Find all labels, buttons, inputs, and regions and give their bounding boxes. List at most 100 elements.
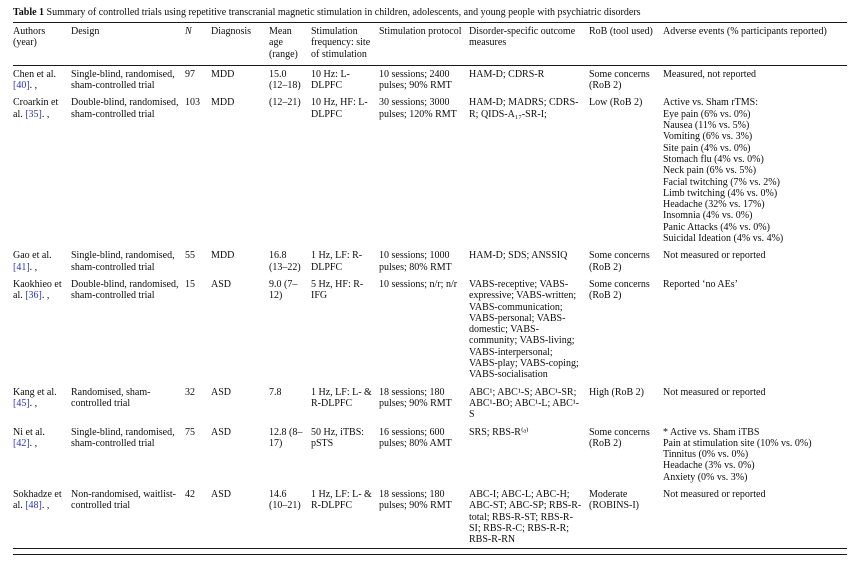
reference-link[interactable]: [40] — [13, 80, 30, 92]
rob-cell: Some concerns (RoB 2) — [589, 278, 650, 302]
rob-cell: Moderate (ROBINS-I) — [589, 488, 639, 512]
mean-age-cell: 9.0 (7–12) — [269, 278, 298, 302]
mean-age-cell: 16.8 (13–22) — [269, 250, 301, 273]
outcome-measures-cell: VABS-receptive; VABS-expressive; VABS-wr… — [469, 278, 579, 381]
reference-link[interactable]: [42] — [13, 437, 30, 449]
column-header-design: Design — [71, 22, 185, 66]
mean-age-cell: 15.0 (12–18) — [269, 68, 301, 92]
design-cell: Single-blind, randomised, sham-controlle… — [71, 426, 175, 449]
authors-cell: Kang et al. [45]. , — [13, 384, 71, 424]
mean-age-cell: 7.8 — [269, 386, 282, 398]
author-name: Chen et al. — [13, 68, 57, 80]
author-suffix: . , — [29, 261, 38, 273]
outcome-measures-cell: ABC-I; ABC-L; ABC-H; ABC-ST; ABC-SP; RBS… — [469, 488, 582, 546]
frequency-site-cell: 1 Hz, LF: R-DLPFC — [311, 250, 363, 273]
adverse-events-cell: Not measured or reported — [663, 250, 766, 262]
protocol-cell: 16 sessions; 600 pulses; 80% AMT — [379, 426, 452, 449]
frequency-site-cell: 1 Hz, LF: L- & R-DLPFC — [311, 488, 372, 512]
outcome-measures-cell: HAM-D; MADRS; CDRS-R; QIDS-A₁₇-SR-I; — [469, 97, 579, 120]
n-cell: 42 — [185, 488, 195, 500]
rob-cell: Some concerns (RoB 2) — [589, 250, 650, 273]
column-header-mean-age: Mean age (range) — [269, 22, 311, 66]
diagnosis-cell: MDD — [211, 97, 235, 109]
frequency-site-cell: 10 Hz: L-DLPFC — [311, 68, 350, 92]
outcome-measures-cell: ABC¹; ABC¹-S; ABC¹-SR; ABC¹-BO; ABC¹-L; … — [469, 386, 580, 421]
table-row: Croarkin et al. [35]. , Double-blind, ra… — [13, 94, 847, 247]
reference-link[interactable]: [35] — [25, 108, 42, 120]
column-header-outcome-measures: Disorder-specific outcome measures — [469, 22, 589, 66]
author-name: Kang et al. — [13, 386, 57, 398]
protocol-cell: 18 sessions; 180 pulses; 90% RMT — [379, 386, 452, 409]
diagnosis-cell: MDD — [211, 250, 235, 262]
design-cell: Non-randomised, waitlist-controlled tria… — [71, 488, 176, 512]
outcome-measures-cell: SRS; RBS-R⁽ᵃ⁾ — [469, 426, 529, 438]
mean-age-cell: 12.8 (8–17) — [269, 426, 303, 449]
design-cell: Single-blind, randomised, sham-controlle… — [71, 250, 175, 273]
reference-link[interactable]: [36] — [25, 290, 42, 302]
authors-cell: Ni et al. [42]. , — [13, 424, 71, 486]
n-cell: 15 — [185, 278, 195, 290]
diagnosis-cell: ASD — [211, 386, 232, 398]
author-suffix: . , — [41, 108, 50, 120]
adverse-events-cell: Active vs. Sham rTMS: Eye pain (6% vs. 0… — [663, 97, 784, 245]
protocol-cell: 10 sessions; 1000 pulses; 80% RMT — [379, 250, 452, 273]
column-header-authors: Authors (year) — [13, 22, 71, 66]
summary-table: Authors (year) Design N Diagnosis Mean a… — [13, 22, 847, 550]
frequency-site-cell: 10 Hz, HF: L-DLPFC — [311, 97, 368, 120]
table-header: Authors (year) Design N Diagnosis Mean a… — [13, 22, 847, 66]
column-header-n: N — [185, 22, 211, 66]
mean-age-cell: (12–21) — [269, 97, 301, 109]
n-cell: 97 — [185, 68, 195, 80]
frequency-site-cell: 5 Hz, HF: R-IFG — [311, 278, 364, 302]
rob-cell: High (RoB 2) — [589, 386, 644, 398]
column-header-protocol: Stimulation protocol — [379, 22, 469, 66]
reference-link[interactable]: [45] — [13, 397, 30, 409]
outcome-measures-cell: HAM-D; CDRS-R — [469, 68, 545, 80]
authors-cell: Chen et al. [40]. , — [13, 65, 71, 94]
n-cell: 75 — [185, 426, 195, 438]
authors-cell: Kaokhieo et al. [36]. , — [13, 276, 71, 384]
rob-cell: Some concerns (RoB 2) — [589, 426, 650, 449]
table-row: Kang et al. [45]. , Randomised, sham-con… — [13, 384, 847, 424]
design-cell: Double-blind, randomised, sham-controlle… — [71, 278, 179, 302]
column-header-diagnosis: Diagnosis — [211, 22, 269, 66]
mean-age-cell: 14.6 (10–21) — [269, 488, 301, 512]
protocol-cell: 10 sessions; 2400 pulses; 90% RMT — [379, 68, 452, 92]
table-title: Table 1 Summary of controlled trials usi… — [13, 7, 847, 19]
frequency-site-cell: 50 Hz, iTBS: pSTS — [311, 426, 365, 449]
author-suffix: . , — [29, 437, 38, 449]
adverse-events-cell: Measured, not reported — [663, 68, 757, 80]
adverse-events-cell: * Active vs. Sham iTBS Pain at stimulati… — [663, 426, 812, 483]
diagnosis-cell: ASD — [211, 278, 232, 290]
n-cell: 103 — [185, 97, 200, 109]
diagnosis-cell: ASD — [211, 426, 232, 438]
adverse-events-cell: Not measured or reported — [663, 386, 766, 398]
reference-link[interactable]: [48] — [25, 500, 42, 512]
diagnosis-cell: MDD — [211, 68, 235, 80]
table-title-text: Summary of controlled trials using repet… — [46, 7, 641, 18]
frequency-site-cell: 1 Hz, LF: L- & R-DLPFC — [311, 386, 372, 409]
column-header-rob: RoB (tool used) — [589, 22, 663, 66]
author-name: Croarkin et al. — [13, 97, 59, 120]
table-row: Chen et al. [40]. , Single-blind, random… — [13, 65, 847, 94]
authors-cell: Gao et al. [41]. , — [13, 247, 71, 276]
author-suffix: . , — [41, 290, 50, 302]
n-cell: 55 — [185, 250, 195, 262]
table-row: Gao et al. [41]. , Single-blind, randomi… — [13, 247, 847, 276]
table-row: Kaokhieo et al. [36]. , Double-blind, ra… — [13, 276, 847, 384]
reference-link[interactable]: [41] — [13, 261, 30, 273]
design-cell: Double-blind, randomised, sham-controlle… — [71, 97, 179, 120]
column-header-adverse-events: Adverse events (% participants reported) — [663, 22, 847, 66]
authors-cell: Sokhadze et al. [48]. , — [13, 486, 71, 549]
table-title-label: Table 1 — [13, 7, 45, 18]
adverse-events-cell: Not measured or reported — [663, 488, 766, 500]
author-name: Gao et al. — [13, 250, 52, 262]
table-row: Ni et al. [42]. , Single-blind, randomis… — [13, 424, 847, 486]
authors-cell: Croarkin et al. [35]. , — [13, 94, 71, 247]
author-suffix: . , — [41, 500, 50, 512]
table-bottom-rule — [13, 554, 847, 556]
author-name: Ni et al. — [13, 426, 45, 438]
rob-cell: Some concerns (RoB 2) — [589, 68, 650, 92]
rob-cell: Low (RoB 2) — [589, 97, 643, 109]
